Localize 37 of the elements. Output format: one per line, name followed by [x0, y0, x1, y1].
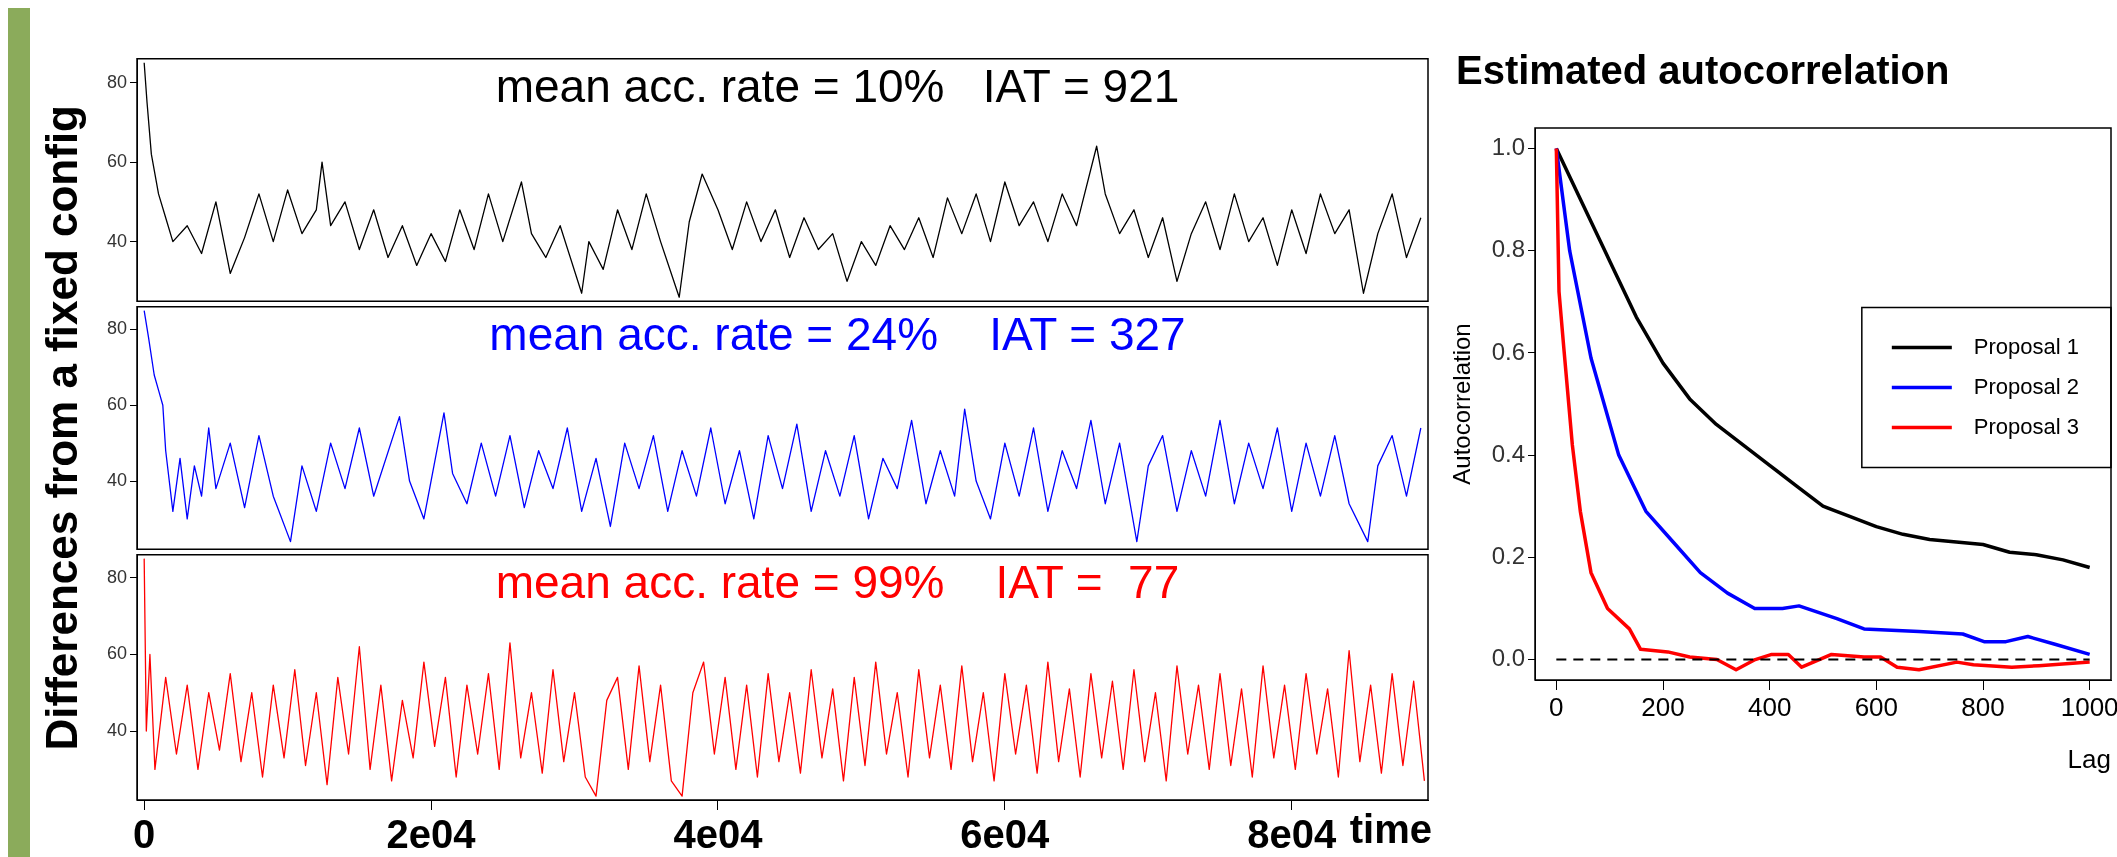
y-tick-label: 0.6: [1491, 337, 1525, 365]
y-tick-label: 40: [106, 230, 127, 251]
y-tick-label: 0.0: [1491, 644, 1525, 672]
x-axis-title: time: [1349, 807, 1432, 852]
annotation: mean acc. rate = 24% IAT = 327: [489, 308, 1186, 361]
chart-title: Estimated autocorrelation: [1456, 48, 1950, 92]
y-tick-label: 80: [106, 71, 127, 92]
x-tick-label: 200: [1641, 691, 1685, 722]
y-tick-label: 0.8: [1491, 235, 1525, 263]
y-tick-label: 80: [106, 318, 127, 339]
x-tick-label: 400: [1747, 691, 1792, 722]
y-tick-label: 0.2: [1491, 541, 1525, 569]
y-tick-label: 80: [106, 566, 127, 587]
annotation: mean acc. rate = 99% IAT = 77: [495, 556, 1180, 609]
x-tick-label: 1000: [2060, 691, 2117, 722]
y-tick-label: 1.0: [1491, 133, 1525, 161]
y-tick-label: 0.4: [1491, 439, 1525, 467]
y-tick-label: 60: [106, 394, 127, 415]
x-tick-label: 4e04: [673, 812, 764, 857]
x-tick-label: 600: [1854, 691, 1899, 722]
x-tick-label: 0: [1549, 691, 1564, 722]
y-tick-label: 60: [106, 643, 127, 664]
legend-label: Proposal 1: [1973, 333, 2080, 359]
y-tick-label: 40: [106, 720, 127, 741]
x-tick-label: 0: [133, 812, 156, 857]
x-tick-label: 800: [1961, 691, 2005, 722]
y-axis-title: Differences from a fixed config: [37, 105, 87, 751]
annotation: mean acc. rate = 10% IAT = 921: [495, 60, 1180, 113]
x-tick-label: 2e04: [386, 812, 477, 857]
y-tick-label: 40: [106, 469, 127, 490]
y-tick-label: 60: [106, 151, 127, 172]
legend-label: Proposal 3: [1973, 413, 2080, 439]
x-tick-label: 6e04: [960, 812, 1051, 857]
y-axis-title: Autocorrelation: [1448, 323, 1476, 485]
x-axis-title: Lag: [2067, 743, 2111, 774]
legend-label: Proposal 2: [1973, 373, 2080, 399]
x-tick-label: 8e04: [1247, 812, 1337, 857]
